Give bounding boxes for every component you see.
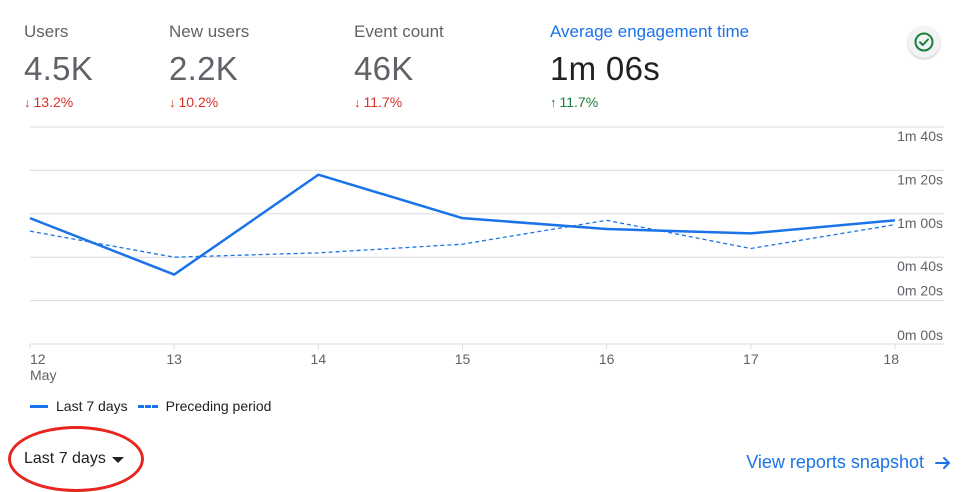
x-tick-label: 14 [311, 351, 327, 367]
arrow-right-icon [934, 454, 952, 472]
legend-swatch-solid [30, 405, 48, 408]
date-range-label: Last 7 days [24, 450, 106, 468]
x-month-label: May [30, 367, 56, 383]
x-tick-label: 13 [166, 351, 182, 367]
y-tick-label: 1m 20s [897, 171, 943, 187]
y-tick-label: 0m 00s [897, 327, 943, 343]
y-tick-label: 0m 40s [897, 258, 943, 274]
x-tick-label: 18 [883, 351, 899, 367]
y-tick-label: 1m 00s [897, 215, 943, 231]
legend-label: Last 7 days [56, 398, 128, 414]
series-line-last-7-days [30, 175, 895, 275]
x-tick-label: 15 [455, 351, 471, 367]
x-tick-label: 16 [599, 351, 615, 367]
legend-swatch-dashed [138, 405, 158, 408]
date-range-dropdown[interactable]: Last 7 days [24, 450, 124, 468]
snapshot-link-label: View reports snapshot [746, 452, 924, 473]
series-line-preceding-period [30, 220, 895, 257]
caret-down-icon [112, 457, 124, 463]
chart-legend: Last 7 days Preceding period [30, 398, 281, 414]
legend-label: Preceding period [166, 398, 272, 414]
view-reports-snapshot-link[interactable]: View reports snapshot [746, 452, 952, 473]
y-tick-label: 1m 40s [897, 128, 943, 144]
x-tick-label: 12 [30, 351, 46, 367]
legend-item-preceding-period[interactable]: Preceding period [138, 398, 272, 414]
legend-item-last-7-days[interactable]: Last 7 days [30, 398, 128, 414]
y-tick-label: 0m 20s [897, 283, 943, 299]
x-tick-label: 17 [743, 351, 759, 367]
